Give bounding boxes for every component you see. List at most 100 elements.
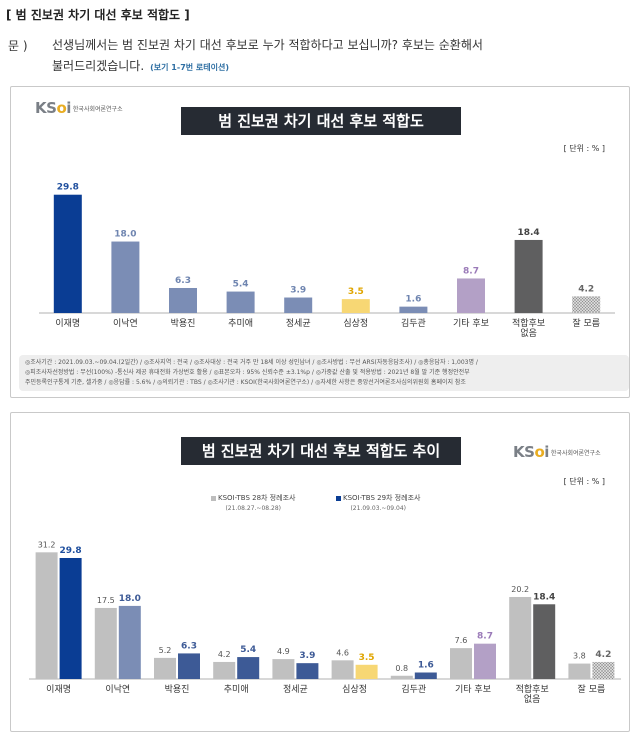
data-label-29: 8.7 [477,632,493,642]
chart-1-plot: 29.8 이재명 18.0 이낙연 6.3 박용진 5.4 추미애 3.9 정세균 3.5 심상정 1.… [39,183,615,339]
bar-29 [533,604,556,679]
bar [457,278,485,313]
data-label: 8.7 [463,266,479,276]
category-label: 적합후보 [516,683,549,695]
category-label: 박용진 [165,684,190,695]
chart-2-title: 범 진보권 차기 대선 후보 적합도 추이 [181,437,461,465]
bar [341,299,370,313]
data-label: 1.6 [405,295,421,305]
question-line-2: 불러드리겠습니다. (보기 1-7번 로테이션) [52,56,622,78]
bar-28 [272,659,295,679]
category-label: 이재명 [55,318,80,329]
data-label-29: 3.9 [299,651,315,661]
legend-label-28: KSOI-TBS 28차 정례조사 [218,494,296,502]
category-label: 잘 모름 [572,317,600,329]
category-label: 기타 후보 [455,684,491,695]
category-label: 이낙연 [113,318,138,329]
bar-29 [355,664,378,679]
question-note: (보기 1-7번 로테이션) [150,63,229,72]
data-label: 29.8 [57,183,79,193]
bar-29 [296,663,319,679]
chart-1-title: 범 진보권 차기 대선 후보 적합도 [181,107,461,135]
logo-subtitle-2: 한국사회여론연구소 [550,449,601,457]
bar-28 [94,607,117,679]
data-label: 3.5 [348,287,364,297]
category-label: 추미애 [224,684,249,695]
data-label: 6.3 [175,276,191,286]
legend-item-29: KSOI-TBS 29차 정례조사 (21.09.03.~09.04) [336,493,420,512]
legend-swatch-29 [336,495,341,501]
bar-29 [474,643,496,679]
chart-panel-2: 범 진보권 차기 대선 후보 적합도 추이 KSoi 한국사회여론연구소 [ 단… [10,412,630,732]
category-label: 잘 모름 [578,683,606,695]
data-label: 4.2 [578,284,594,294]
bar [514,239,543,313]
data-label-28: 4.9 [277,647,290,656]
bar-29 [178,653,200,679]
chart-1-unit: [ 단위 : % ] [563,144,605,153]
data-label-28: 4.2 [218,650,231,659]
bar [111,241,140,313]
category-label: 없음 [524,694,541,705]
chart-2-unit: [ 단위 : % ] [563,477,605,486]
category-label: 기타 후보 [453,318,489,329]
bar-28 [450,648,472,679]
logo-subtitle: 한국사회여론연구소 [72,105,123,113]
category-label: 추미애 [228,318,253,329]
bar-28 [331,660,354,679]
data-label-29: 18.4 [533,592,555,602]
category-label: 심상정 [343,318,368,329]
category-label: 이낙연 [105,684,130,695]
question-label: 문 ) [8,39,28,53]
category-label: 이재명 [46,684,71,695]
bar [226,291,255,313]
data-label-28: 3.8 [573,652,586,661]
category-label: 없음 [520,328,537,339]
bar-28 [154,657,176,679]
data-label-29: 18.0 [119,594,141,604]
logo-mark: KSoi [35,99,71,117]
category-label: 김두관 [401,683,426,695]
category-label: 박용진 [171,318,196,329]
chart-panel-1: KSoi 한국사회여론연구소 범 진보권 차기 대선 후보 적합도 [ 단위 :… [10,86,630,398]
ksoi-logo-2: KSoi 한국사회여론연구소 [513,443,601,461]
data-label-28: 7.6 [455,636,468,645]
data-label: 18.4 [517,228,539,238]
bar-29 [118,605,141,679]
category-label: 심상정 [342,684,367,695]
footnote-line-3: 주민등록인구통계 기준, 셀가중 / ◎응답률 : 5.6% / ◎의뢰기관 :… [25,379,466,386]
chart-2-plot: 31.229.8 이재명 17.5 18.0 이낙연 5.2 6.3 박용진 4.2 5.4 추미애… [29,540,621,705]
bar-28 [213,661,236,679]
footnote-line-2: ◎피조사자선정방법 : 무선(100%) -통신사 제공 휴대전화 가상번호 활… [25,369,470,376]
data-label-29: 1.6 [418,661,434,671]
ksoi-logo: KSoi 한국사회여론연구소 [35,99,123,117]
question-text: 선생님께서는 범 진보권 차기 대선 후보로 누가 적합하다고 보십니까? 후보… [52,35,622,78]
data-label-29: 4.2 [595,650,611,660]
data-label-28: 4.6 [336,648,349,657]
bar-29 [414,672,437,679]
bar-28 [390,675,413,679]
footnote-line-1: ◎조사기간 : 2021.09.03.~09.04.(2일간) / ◎조사지역 … [25,359,478,366]
bar [53,194,82,313]
data-label: 3.9 [290,286,306,296]
legend-period-29: (21.09.03.~09.04) [350,505,406,512]
category-label: 김두관 [401,317,426,329]
legend-swatch-28 [211,495,216,501]
bar [284,297,313,313]
page-header: [ 범 진보권 차기 대선 후보 적합도 ] [6,8,190,22]
data-label-29: 3.5 [359,653,375,663]
legend-item-28: KSOI-TBS 28차 정례조사 (21.08.27.~08.28) [211,493,295,512]
data-label-28: 5.2 [159,646,172,655]
bar-28 [568,663,591,679]
survey-footnote: ◎조사기간 : 2021.09.03.~09.04.(2일간) / ◎조사지역 … [19,355,629,391]
data-label-29: 29.8 [59,546,81,556]
data-label-28: 17.5 [97,596,115,605]
data-label: 18.0 [114,230,136,240]
bar-29 [237,657,260,679]
data-label-28: 31.2 [38,540,56,549]
bar-29 [592,661,615,679]
bar-29 [59,557,82,679]
category-label: 정세균 [286,318,311,329]
bar [572,296,601,313]
category-label: 적합후보 [512,317,545,329]
